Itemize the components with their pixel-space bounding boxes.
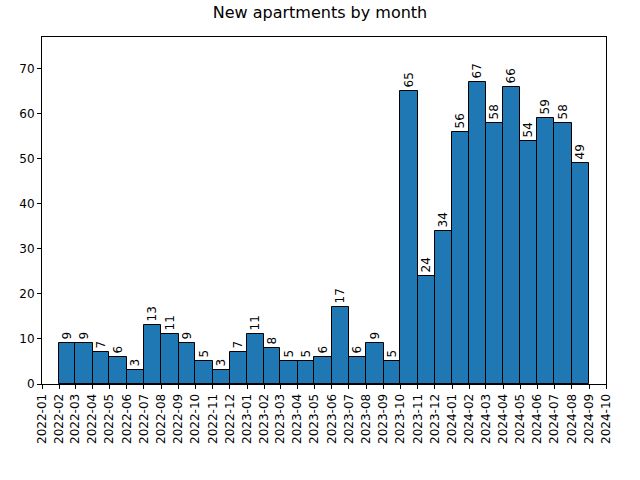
svg-text:58: 58 xyxy=(556,104,570,119)
svg-text:2024-01: 2024-01 xyxy=(445,394,459,444)
svg-text:2024-08: 2024-08 xyxy=(565,394,579,444)
svg-text:2023-12: 2023-12 xyxy=(428,394,442,444)
svg-text:2022-06: 2022-06 xyxy=(120,394,134,444)
svg-text:24: 24 xyxy=(419,257,433,272)
svg-text:2022-10: 2022-10 xyxy=(188,394,202,444)
svg-text:67: 67 xyxy=(470,63,484,78)
svg-text:2024-09: 2024-09 xyxy=(582,394,596,444)
svg-text:2022-04: 2022-04 xyxy=(85,394,99,444)
svg-text:11: 11 xyxy=(248,315,262,330)
svg-text:2023-02: 2023-02 xyxy=(257,394,271,444)
svg-text:2023-03: 2023-03 xyxy=(273,394,287,444)
svg-text:2022-12: 2022-12 xyxy=(223,394,237,444)
svg-text:9: 9 xyxy=(77,332,91,340)
svg-text:2022-01: 2022-01 xyxy=(35,394,49,444)
svg-text:2024-10: 2024-10 xyxy=(599,394,613,444)
svg-text:5: 5 xyxy=(385,350,399,358)
svg-text:2023-10: 2023-10 xyxy=(393,394,407,444)
svg-text:2022-11: 2022-11 xyxy=(206,394,220,444)
svg-text:10: 10 xyxy=(19,332,34,346)
svg-text:2023-09: 2023-09 xyxy=(376,394,390,444)
svg-text:65: 65 xyxy=(402,72,416,87)
svg-text:2022-02: 2022-02 xyxy=(52,394,66,444)
svg-text:6: 6 xyxy=(350,346,364,354)
svg-text:59: 59 xyxy=(538,99,552,114)
svg-text:2024-03: 2024-03 xyxy=(479,394,493,444)
svg-text:2022-05: 2022-05 xyxy=(102,394,116,444)
svg-text:60: 60 xyxy=(19,107,34,121)
svg-text:2024-06: 2024-06 xyxy=(530,394,544,444)
svg-text:7: 7 xyxy=(231,341,245,349)
svg-text:70: 70 xyxy=(19,62,34,76)
svg-text:66: 66 xyxy=(504,68,518,83)
svg-text:2023-06: 2023-06 xyxy=(325,394,339,444)
svg-text:54: 54 xyxy=(521,122,535,137)
svg-text:0: 0 xyxy=(27,377,35,391)
svg-text:30: 30 xyxy=(19,242,34,256)
svg-text:3: 3 xyxy=(128,359,142,367)
svg-text:5: 5 xyxy=(282,350,296,358)
svg-text:50: 50 xyxy=(19,152,34,166)
svg-text:11: 11 xyxy=(163,315,177,330)
svg-text:2023-01: 2023-01 xyxy=(240,394,254,444)
svg-text:8: 8 xyxy=(265,337,279,345)
svg-text:2024-07: 2024-07 xyxy=(547,394,561,444)
svg-text:7: 7 xyxy=(94,341,108,349)
svg-text:17: 17 xyxy=(333,288,347,303)
svg-text:2024-04: 2024-04 xyxy=(496,394,510,444)
svg-text:5: 5 xyxy=(299,350,313,358)
svg-text:6: 6 xyxy=(316,346,330,354)
svg-text:2023-11: 2023-11 xyxy=(411,394,425,444)
svg-text:2023-07: 2023-07 xyxy=(342,394,356,444)
svg-text:6: 6 xyxy=(111,346,125,354)
svg-text:2022-08: 2022-08 xyxy=(154,394,168,444)
svg-text:20: 20 xyxy=(19,287,34,301)
svg-text:New apartments by month: New apartments by month xyxy=(213,3,428,22)
svg-text:2022-09: 2022-09 xyxy=(171,394,185,444)
svg-text:40: 40 xyxy=(19,197,34,211)
svg-text:58: 58 xyxy=(487,104,501,119)
svg-text:2023-05: 2023-05 xyxy=(307,394,321,444)
svg-text:34: 34 xyxy=(436,212,450,227)
svg-text:3: 3 xyxy=(214,359,228,367)
svg-text:5: 5 xyxy=(197,350,211,358)
svg-text:9: 9 xyxy=(368,332,382,340)
svg-text:49: 49 xyxy=(573,144,587,159)
svg-text:13: 13 xyxy=(145,306,159,321)
svg-text:9: 9 xyxy=(180,332,194,340)
svg-text:2022-07: 2022-07 xyxy=(137,394,151,444)
svg-text:2023-04: 2023-04 xyxy=(291,394,305,444)
svg-text:2024-05: 2024-05 xyxy=(513,394,527,444)
svg-text:56: 56 xyxy=(453,113,467,128)
svg-text:2022-03: 2022-03 xyxy=(68,394,82,444)
svg-text:2024-02: 2024-02 xyxy=(462,394,476,444)
svg-text:9: 9 xyxy=(60,332,74,340)
svg-text:2023-08: 2023-08 xyxy=(359,394,373,444)
